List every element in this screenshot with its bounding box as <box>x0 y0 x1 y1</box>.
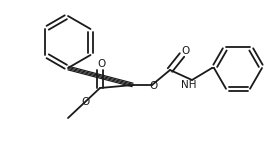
Text: NH: NH <box>181 80 197 90</box>
Text: O: O <box>97 59 105 69</box>
Text: O: O <box>81 97 89 107</box>
Text: O: O <box>150 81 158 91</box>
Text: O: O <box>181 46 189 56</box>
